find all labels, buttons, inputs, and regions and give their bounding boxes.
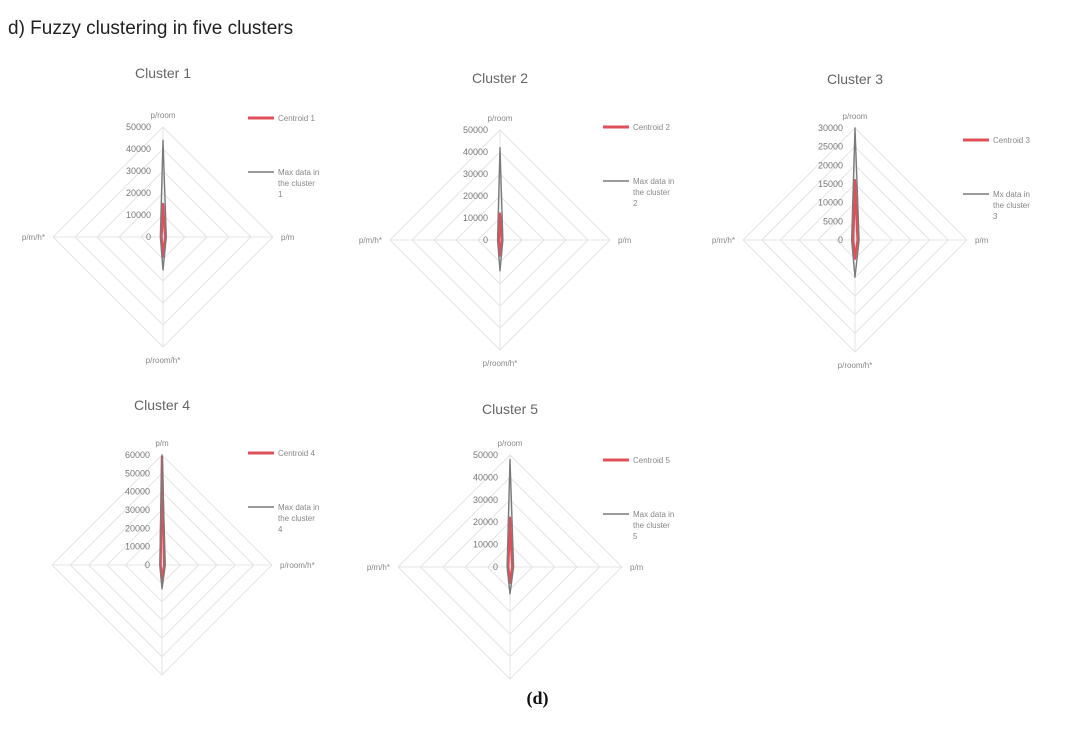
legend-entry: Max data in the cluster 4 bbox=[278, 503, 319, 534]
tick-label: 10000 bbox=[463, 213, 488, 223]
tick-label: 30000 bbox=[463, 169, 488, 179]
tick-label: 30000 bbox=[126, 166, 151, 176]
tick-label: 5000 bbox=[823, 216, 843, 226]
radar-charts: Cluster 101000020000300004000050000p/roo… bbox=[22, 65, 1031, 680]
axis-label: p/room bbox=[151, 111, 176, 120]
tick-label: 15000 bbox=[818, 179, 843, 189]
radar-panel-5: Cluster 5 0 10000 20000 30000 40000 50000p/roo… bbox=[367, 401, 674, 680]
tick-label: 0 bbox=[483, 235, 488, 245]
tick-label: 40000 bbox=[463, 147, 488, 157]
legend-entry: Centroid 5 bbox=[633, 456, 670, 465]
tick-label: 0 bbox=[145, 560, 150, 570]
tick-label: 30000 bbox=[473, 495, 498, 505]
chart-title: Cluster 1 bbox=[135, 65, 191, 81]
series-max-data-line bbox=[506, 458, 515, 595]
axis-label: p/m bbox=[618, 236, 632, 245]
tick-label: 0 bbox=[146, 232, 151, 242]
tick-label: 40000 bbox=[126, 144, 151, 154]
tick-label: 0 bbox=[493, 562, 498, 572]
tick-label: 10000 bbox=[818, 198, 843, 208]
axis-label: p/room bbox=[498, 439, 523, 448]
tick-label: 50000 bbox=[126, 122, 151, 132]
legend-entry: Max data in the cluster 2 bbox=[633, 177, 674, 208]
axis-label: p/m bbox=[975, 236, 989, 245]
figure-caption: (d) bbox=[526, 688, 549, 708]
radar-panel-4: Cluster 4 0 10000 20000 30000 40000 50000 60000… bbox=[51, 397, 319, 676]
tick-label: 20000 bbox=[126, 188, 151, 198]
axis-label: p/room/h* bbox=[146, 356, 181, 365]
axis-label: p/m/h* bbox=[367, 563, 390, 572]
tick-label: 30000 bbox=[125, 505, 150, 515]
tick-label: 10000 bbox=[473, 540, 498, 550]
tick-label: 10000 bbox=[126, 210, 151, 220]
tick-label: 40000 bbox=[125, 487, 150, 497]
axis-label: p/m/h* bbox=[359, 236, 382, 245]
series-max-data-line bbox=[850, 127, 860, 279]
radar-panel-1: Cluster 101000020000300004000050000p/roo… bbox=[22, 65, 319, 365]
tick-label: 20000 bbox=[818, 160, 843, 170]
chart-title: Cluster 5 bbox=[482, 401, 538, 417]
series-max-data-line bbox=[496, 146, 504, 272]
axis-label: p/m/h* bbox=[22, 233, 45, 242]
tick-label: 30000 bbox=[818, 123, 843, 133]
chart-title: Cluster 4 bbox=[134, 397, 190, 413]
tick-label: 10000 bbox=[125, 542, 150, 552]
tick-label: 20000 bbox=[473, 517, 498, 527]
radar-panel-2: Cluster 201000020000300004000050000p/roo… bbox=[359, 70, 674, 368]
tick-label: 25000 bbox=[818, 142, 843, 152]
legend-entry: Mx data in the cluster 3 bbox=[993, 190, 1030, 221]
tick-label: 40000 bbox=[473, 472, 498, 482]
tick-label: 0 bbox=[838, 235, 843, 245]
legend-entry: Centroid 3 bbox=[993, 136, 1030, 145]
series-centroid-line bbox=[506, 516, 514, 584]
axis-label: p/room/h* bbox=[483, 359, 518, 368]
legend-entry: Centroid 4 bbox=[278, 449, 315, 458]
chart-title: Cluster 2 bbox=[472, 70, 528, 86]
axis-label: p/m bbox=[281, 233, 295, 242]
tick-label: 20000 bbox=[463, 191, 488, 201]
legend-entry: Max data in the cluster 5 bbox=[633, 510, 674, 541]
tick-label: 50000 bbox=[125, 468, 150, 478]
axis-label: p/room/h* bbox=[280, 561, 315, 570]
series-centroid-line bbox=[497, 212, 504, 257]
tick-label: 50000 bbox=[473, 450, 498, 460]
legend-entry: Centroid 1 bbox=[278, 114, 315, 123]
axis-label: p/room bbox=[488, 114, 513, 123]
axis-label: p/room bbox=[843, 112, 868, 121]
series-centroid-line bbox=[160, 202, 167, 259]
radar-panel-3: Cluster 3050001000015000200002500030000p… bbox=[712, 71, 1031, 370]
tick-label: 50000 bbox=[463, 125, 488, 135]
axis-label: p/m bbox=[630, 563, 644, 572]
axis-label: p/room/h* bbox=[838, 361, 873, 370]
axis-label: p/m/h* bbox=[712, 236, 735, 245]
chart-title: Cluster 3 bbox=[827, 71, 883, 87]
series-centroid-line bbox=[851, 179, 859, 260]
series-max-data-line bbox=[159, 139, 168, 271]
tick-label: 20000 bbox=[125, 523, 150, 533]
legend-entry: Centroid 2 bbox=[633, 123, 670, 132]
tick-label: 60000 bbox=[125, 450, 150, 460]
figure-title: d) Fuzzy clustering in five clusters bbox=[8, 18, 294, 39]
legend-entry: Max data in the cluster 1 bbox=[278, 168, 319, 199]
series-max-data-line bbox=[159, 454, 167, 590]
axis-label: p/m bbox=[155, 439, 169, 448]
